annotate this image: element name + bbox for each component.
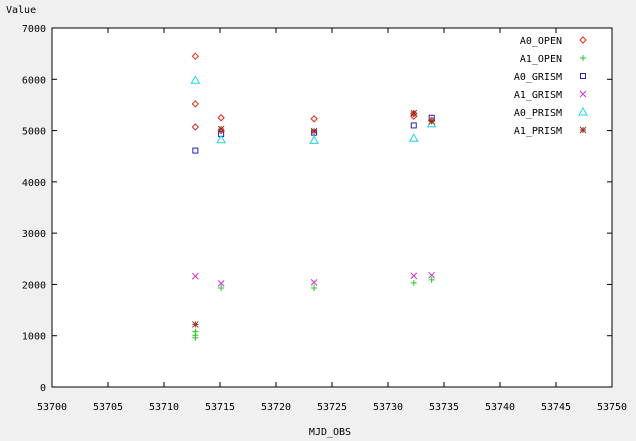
point-a0-grism [192, 147, 199, 154]
y-tick-label: 4000 [22, 178, 46, 189]
axis-ticks: 0 1000 2000 3000 4000 5000 6000 7000 53700 53705 5… [22, 24, 627, 413]
point-a1-grism [428, 271, 436, 279]
legend-label: A1_OPEN [520, 54, 562, 65]
legend-label: A0_PRISM [514, 108, 562, 119]
point-a1-prism [310, 127, 318, 135]
plot-area [51, 27, 613, 388]
y-tick-label: 2000 [22, 280, 46, 291]
y-tick-label: 7000 [22, 24, 46, 35]
legend-marker [579, 126, 587, 134]
x-tick-label: 53750 [597, 402, 627, 413]
legend-marker [580, 73, 586, 79]
point-a0-prism [216, 134, 226, 144]
legend-marker [578, 106, 588, 116]
y-axis-label: Value [6, 5, 36, 16]
y-tick-label: 3000 [22, 229, 46, 240]
point-a1-grism [410, 272, 418, 280]
point-a0-open [191, 52, 200, 60]
point-a0-open [191, 123, 200, 131]
legend-label: A0_GRISM [514, 72, 562, 83]
data-points [190, 52, 437, 341]
x-tick-label: 53740 [485, 402, 515, 413]
point-a0-prism [408, 133, 419, 142]
y-tick-label: 5000 [22, 127, 46, 138]
point-a1-grism [192, 272, 199, 280]
point-a0-grism [410, 122, 417, 129]
point-a1-open [410, 279, 417, 286]
point-a0-open [191, 100, 200, 108]
point-a0-open [310, 115, 318, 123]
point-a0-prism [309, 135, 319, 144]
point-a1-prism [192, 321, 199, 328]
x-tick-label: 53715 [205, 402, 235, 413]
x-tick-label: 53720 [261, 402, 291, 413]
point-a1-prism [428, 117, 436, 125]
y-tick-label: 0 [40, 383, 46, 394]
x-tick-label: 53710 [149, 402, 179, 413]
x-axis-label: MJD_OBS [309, 427, 351, 438]
x-tick-label: 53700 [37, 402, 67, 413]
point-a1-grism [310, 279, 318, 286]
legend-marker [579, 36, 587, 44]
legend-label: A1_GRISM [514, 90, 562, 101]
point-a0-open [217, 114, 225, 122]
point-a0-prism [190, 75, 201, 84]
y-tick-label: 1000 [22, 332, 46, 343]
point-a1-grism [217, 280, 225, 287]
legend: A0_OPEN A1_OPEN A0_GRISM A1_GRISM A0_PRISM A1… [514, 36, 588, 137]
point-a1-prism [410, 109, 418, 117]
point-a1-open [311, 285, 318, 292]
legend-label: A0_OPEN [520, 36, 562, 47]
x-tick-label: 53735 [429, 402, 459, 413]
legend-marker [579, 90, 587, 98]
y-tick-label: 6000 [22, 75, 46, 86]
legend-label: A1_PRISM [514, 126, 562, 137]
point-a1-prism [217, 125, 225, 133]
point-a1-open [428, 276, 435, 283]
point-a1-open [218, 285, 225, 292]
point-a0-open [217, 126, 225, 135]
legend-marker [580, 55, 586, 61]
x-tick-label: 53730 [373, 402, 403, 413]
x-tick-label: 53705 [93, 402, 123, 413]
x-tick-label: 53745 [541, 402, 571, 413]
x-tick-label: 53725 [317, 402, 347, 413]
point-a1-open [192, 334, 199, 341]
